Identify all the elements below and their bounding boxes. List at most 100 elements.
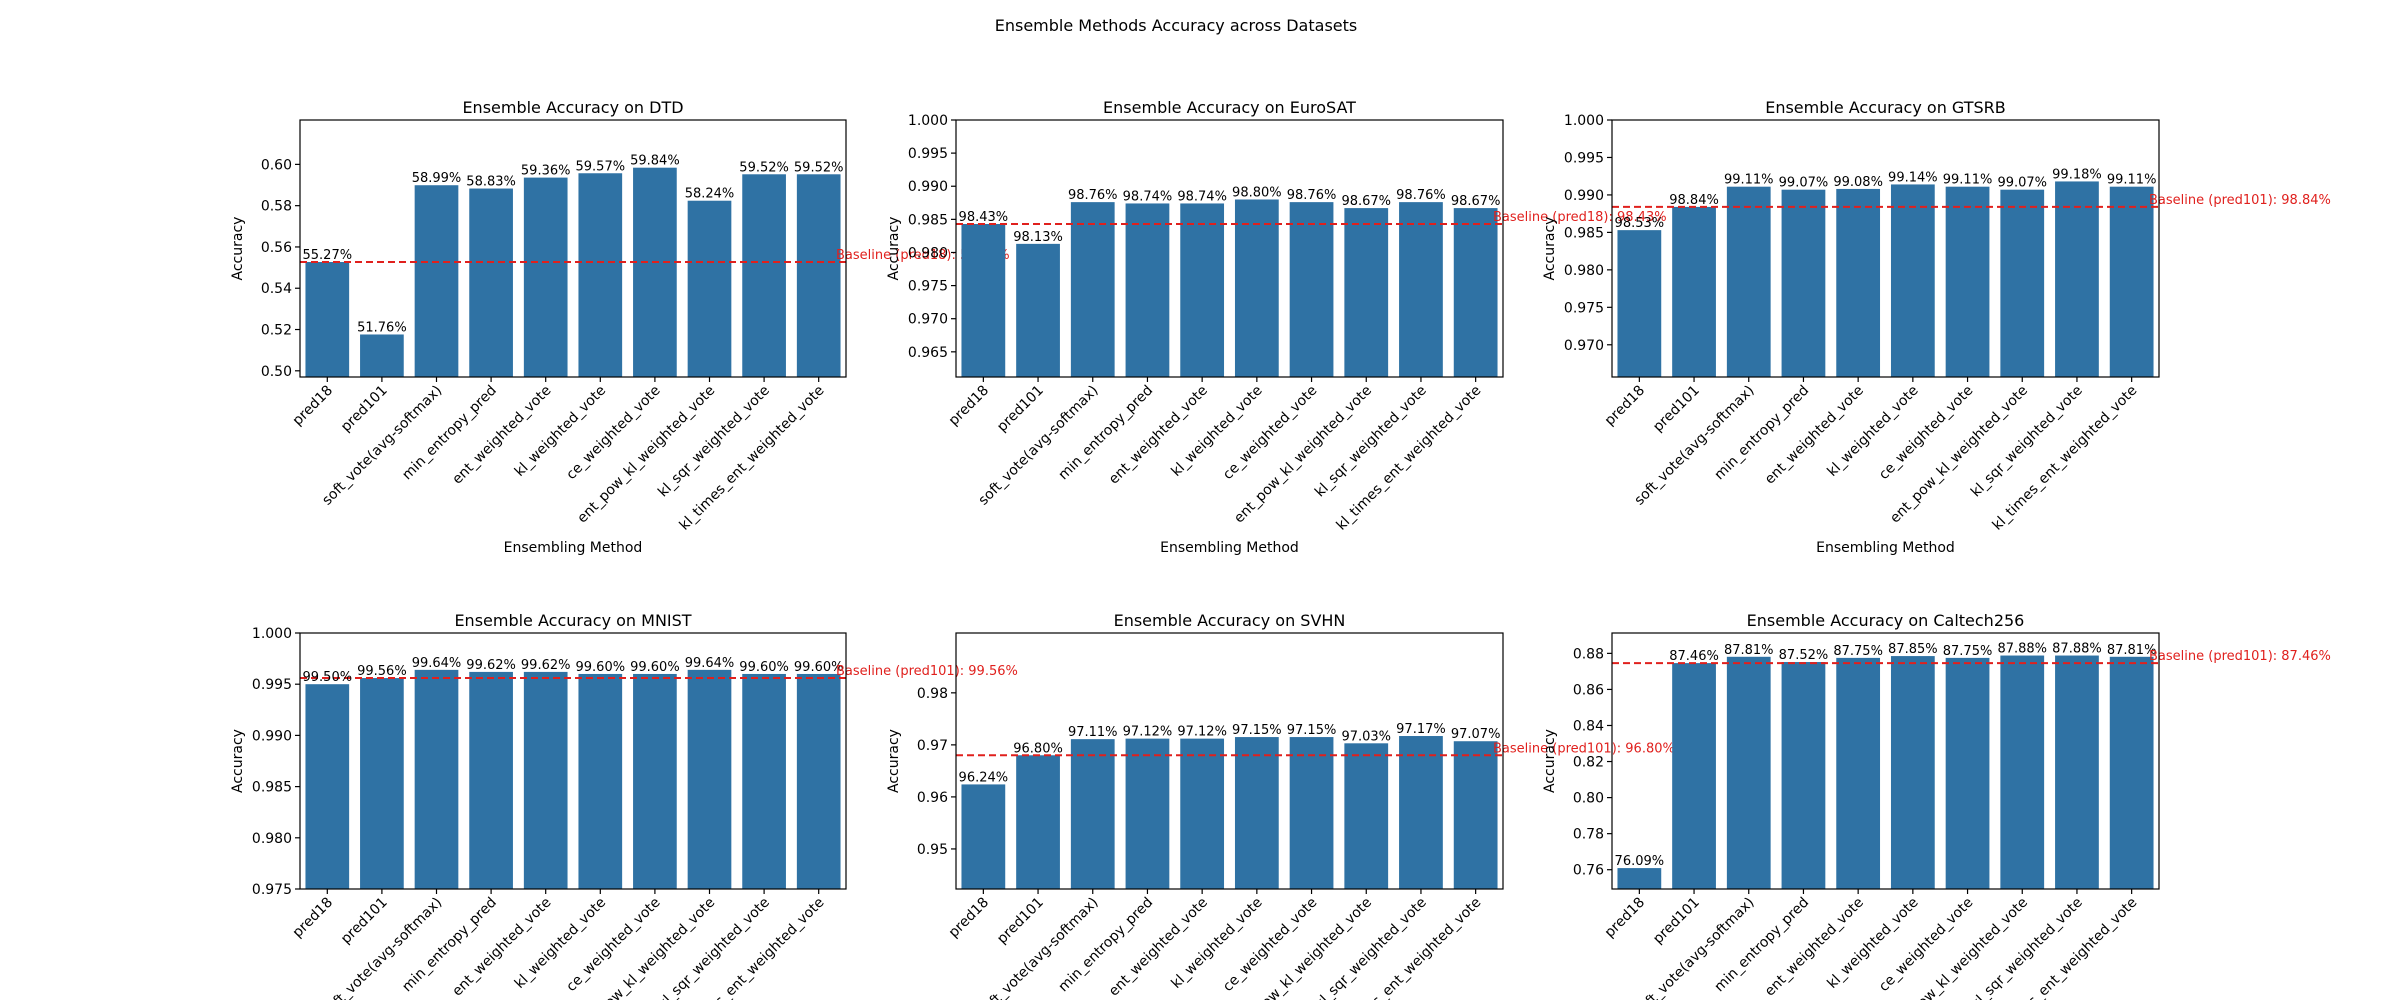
data-label: 99.64%: [412, 656, 462, 671]
y-tick-label: 0.970: [1564, 338, 1604, 354]
y-tick-label: 0.980: [252, 831, 292, 847]
figure-title: Ensemble Methods Accuracy across Dataset…: [995, 16, 1357, 35]
data-label: 87.75%: [1943, 644, 1993, 659]
data-label: 58.99%: [412, 171, 462, 186]
x-tick-label: pred18: [1602, 383, 1648, 429]
x-tick-label: min_entropy_pred: [399, 383, 500, 484]
x-tick-label: pred18: [290, 383, 336, 429]
x-tick-label: pred101: [994, 895, 1047, 948]
x-tick-label: kl_weighted_vote: [1824, 895, 1921, 992]
x-axis-label: Ensembling Method: [1816, 540, 1955, 556]
chart-title: Ensemble Accuracy on DTD: [462, 98, 683, 117]
y-tick-label: 0.985: [908, 212, 948, 228]
x-tick-label: ent_weighted_vote: [449, 383, 554, 488]
bar: [1836, 657, 1881, 889]
data-label: 96.24%: [959, 770, 1009, 785]
data-label: 76.09%: [1615, 854, 1665, 869]
bar: [2000, 189, 2045, 377]
y-axis-label: Accuracy: [230, 729, 246, 793]
data-label: 87.88%: [1997, 642, 2047, 657]
data-label: 97.12%: [1177, 725, 1227, 740]
x-tick-label: ce_weighted_vote: [563, 383, 663, 483]
data-label: 99.07%: [1779, 176, 1829, 191]
bar: [1070, 202, 1115, 377]
chart-panel: 98.43% 98.13% 98.76% 98.74% 98.74% 98.80% 98.7…: [886, 98, 1667, 556]
data-label: 99.50%: [303, 670, 353, 685]
x-tick-label: pred101: [338, 895, 391, 948]
data-label: 97.17%: [1396, 722, 1446, 737]
data-label: 97.11%: [1068, 725, 1118, 740]
data-label: 59.84%: [630, 154, 680, 169]
x-tick-label: kl_sqr_weighted_vote: [655, 383, 773, 501]
y-tick-label: 0.96: [917, 790, 948, 806]
bar: [1672, 206, 1716, 377]
axes-frame: [1611, 119, 2160, 378]
baseline-label: Baseline (pred101): 99.56%: [836, 664, 1018, 679]
bar: [1016, 243, 1060, 377]
bar: [1016, 755, 1060, 889]
data-label: 98.13%: [1013, 230, 1063, 245]
bar: [578, 173, 623, 377]
bar: [687, 669, 732, 889]
data-label: 98.80%: [1232, 185, 1282, 200]
data-label: 98.74%: [1123, 189, 1173, 204]
x-axis-label: Ensembling Method: [504, 540, 643, 556]
x-tick-label: pred18: [946, 895, 992, 941]
data-label: 98.76%: [1396, 188, 1446, 203]
data-label: 99.11%: [1724, 173, 1774, 188]
x-tick-label: pred18: [1602, 895, 1648, 941]
x-tick-label: kl_weighted_vote: [1168, 383, 1265, 480]
bar: [2055, 181, 2099, 377]
y-tick-label: 0.990: [252, 728, 292, 744]
data-label: 87.52%: [1779, 648, 1829, 663]
x-tick-label: kl_sqr_weighted_vote: [1968, 383, 2086, 501]
data-label: 99.60%: [739, 660, 789, 675]
data-label: 59.52%: [794, 160, 844, 175]
y-axis-label: Accuracy: [230, 217, 246, 281]
bar: [305, 684, 350, 889]
data-label: 55.27%: [303, 248, 353, 263]
bar: [2000, 655, 2045, 889]
chart-panel: 98.53% 98.84% 99.11% 99.07% 99.08% 99.14% 99.1…: [1542, 98, 2331, 556]
x-tick-label: kl_weighted_vote: [1168, 895, 1265, 992]
y-tick-label: 0.98: [917, 686, 948, 702]
bar: [1453, 208, 1498, 377]
data-label: 58.24%: [685, 187, 735, 202]
axes-frame: [955, 119, 1504, 378]
data-label: 99.11%: [1943, 173, 1993, 188]
bar: [523, 177, 568, 377]
x-tick-label: ent_weighted_vote: [449, 895, 554, 1000]
data-label: 99.18%: [2052, 167, 2102, 182]
x-tick-label: kl_weighted_vote: [512, 895, 609, 992]
bar: [742, 673, 786, 889]
y-tick-label: 0.88: [1573, 646, 1604, 662]
data-label: 99.60%: [630, 660, 680, 675]
bar: [1781, 662, 1826, 889]
bar: [414, 185, 459, 377]
bar: [1125, 738, 1170, 889]
data-label: 98.84%: [1669, 193, 1719, 208]
baseline-label: Baseline (pred101): 98.84%: [2149, 193, 2331, 208]
chart-panel: 99.50% 99.56% 99.64% 99.62% 99.62% 99.60% 99.6…: [230, 611, 1018, 1000]
data-label: 97.15%: [1232, 723, 1282, 738]
bar: [1781, 189, 1826, 377]
bar: [1180, 738, 1225, 889]
bar: [1344, 208, 1389, 377]
bar: [1180, 203, 1225, 377]
data-label: 87.46%: [1669, 649, 1719, 664]
x-tick-label: pred18: [290, 895, 336, 941]
y-tick-label: 0.76: [1573, 863, 1604, 879]
bar: [1945, 657, 1990, 889]
bar: [1399, 202, 1443, 377]
bar: [1890, 184, 1935, 377]
y-axis-label: Accuracy: [1542, 729, 1558, 793]
bar: [1617, 868, 1662, 889]
data-label: 87.81%: [1724, 643, 1774, 658]
data-label: 99.64%: [685, 656, 735, 671]
chart-title: Ensemble Accuracy on Caltech256: [1747, 611, 2025, 630]
y-tick-label: 0.86: [1573, 682, 1604, 698]
bar: [633, 673, 677, 889]
x-tick-label: kl_weighted_vote: [1824, 383, 1921, 480]
data-label: 98.74%: [1177, 189, 1227, 204]
